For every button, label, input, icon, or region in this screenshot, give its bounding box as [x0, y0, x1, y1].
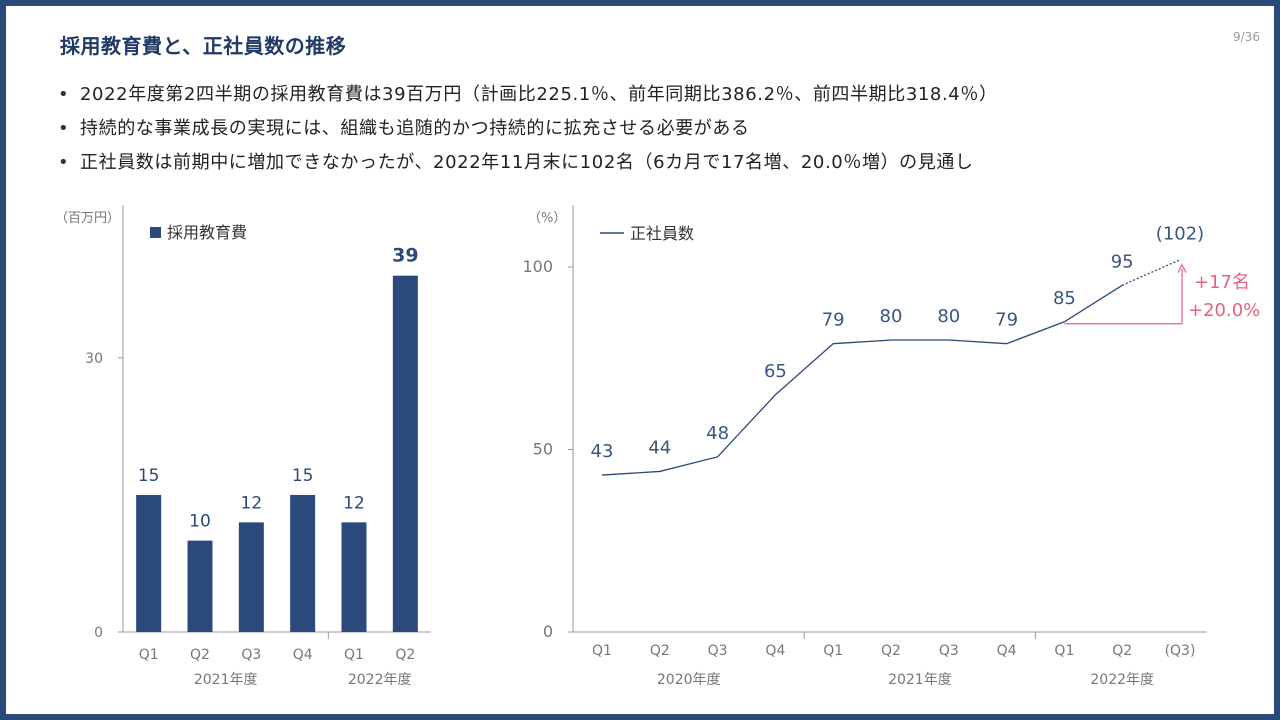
- line-y-tick-label: 50: [533, 440, 553, 459]
- bar: [238, 522, 264, 632]
- bullet-item: 持続的な事業成長の実現には、組織も追随的かつ持続的に拡充させる必要がある: [58, 112, 998, 146]
- line-x-tick-label: Q2: [881, 643, 901, 659]
- line-y-tick-label: 100: [522, 257, 553, 276]
- bullet-item: 正社員数は前期中に増加できなかったが、2022年11月末に102名（6カ月で17…: [58, 146, 998, 180]
- bar-group-label: 2021年度: [194, 672, 258, 688]
- bar-legend-swatch: [150, 227, 161, 238]
- bar-x-tick-label: Q2: [190, 647, 210, 663]
- bar: [290, 494, 316, 632]
- line-series-path: [601, 284, 1123, 476]
- bar-data-label: 15: [138, 466, 160, 486]
- bar-data-label: 39: [392, 245, 418, 267]
- bar: [341, 522, 367, 632]
- line-legend-label: 正社員数: [630, 224, 694, 243]
- bar: [392, 275, 418, 632]
- line-x-tick-label: Q1: [592, 643, 612, 659]
- bar-x-tick-label: Q4: [293, 647, 313, 663]
- line-data-label: 95: [1111, 251, 1134, 272]
- bar-y-tick-label: 30: [85, 351, 103, 367]
- line-data-label: (102): [1156, 224, 1204, 245]
- line-group-label: 2020年度: [657, 672, 721, 688]
- line-x-tick-label: Q2: [1112, 643, 1132, 659]
- line-data-label: 79: [995, 310, 1018, 331]
- line-group-label: 2021年度: [888, 672, 952, 688]
- line-data-label: 65: [764, 361, 787, 382]
- page-number: 9/36: [1233, 30, 1260, 44]
- bar-data-label: 12: [241, 493, 263, 513]
- line-y-tick-label: 0: [543, 622, 553, 641]
- bullet-list: 2022年度第2四半期の採用教育費は39百万円（計画比225.1％、前年同期比3…: [58, 78, 998, 180]
- bar: [136, 494, 162, 632]
- line-x-tick-label: Q1: [823, 643, 843, 659]
- line-x-tick-label: Q1: [1054, 643, 1074, 659]
- bar-x-tick-label: Q3: [241, 647, 261, 663]
- bar-group-label: 2022年度: [348, 672, 412, 688]
- bar-data-label: 15: [292, 466, 314, 486]
- slide: 採用教育費と、正社員数の推移 9/36 2022年度第2四半期の採用教育費は39…: [6, 6, 1274, 714]
- bar-data-label: 10: [189, 512, 211, 532]
- line-data-label: 48: [706, 423, 729, 444]
- annotation-percent: +20.0%: [1188, 300, 1260, 321]
- line-group-label: 2022年度: [1090, 672, 1154, 688]
- annotation-arrow-head: [1177, 263, 1187, 274]
- bar-x-tick-label: Q1: [139, 647, 159, 663]
- page-title: 採用教育費と、正社員数の推移: [60, 34, 347, 58]
- line-x-tick-label: Q3: [939, 643, 959, 659]
- bar-legend-label: 採用教育費: [167, 223, 247, 242]
- line-unit-label: （%）: [528, 211, 566, 226]
- line-data-label: 80: [937, 306, 960, 327]
- bar: [187, 540, 213, 632]
- line-data-label: 79: [822, 310, 845, 331]
- bar-x-tick-label: Q2: [395, 647, 415, 663]
- line-x-tick-label: Q4: [765, 643, 785, 659]
- line-projected-path: [1121, 259, 1181, 286]
- bar-chart: （百万円） 0 30 採用教育費 15 Q1 10 Q2 12 Q3 15 Q4 12 Q1 39 Q2 202…: [55, 205, 1260, 688]
- bar-x-tick-label: Q1: [344, 647, 364, 663]
- bullet-item: 2022年度第2四半期の採用教育費は39百万円（計画比225.1％、前年同期比3…: [58, 78, 998, 112]
- line-data-label: 44: [648, 437, 671, 458]
- line-data-label: 80: [880, 306, 903, 327]
- bar-data-label: 12: [343, 493, 365, 513]
- line-data-label: 43: [591, 441, 614, 462]
- annotation-count: +17名: [1194, 272, 1250, 293]
- line-x-tick-label: Q2: [650, 643, 670, 659]
- line-x-tick-label: Q3: [708, 643, 728, 659]
- bar-y-tick-label: 0: [94, 625, 103, 641]
- line-data-label: 85: [1053, 288, 1076, 309]
- line-x-tick-label: Q4: [997, 643, 1017, 659]
- line-x-tick-label: (Q3): [1165, 643, 1196, 659]
- bar-unit-label: （百万円）: [55, 211, 120, 226]
